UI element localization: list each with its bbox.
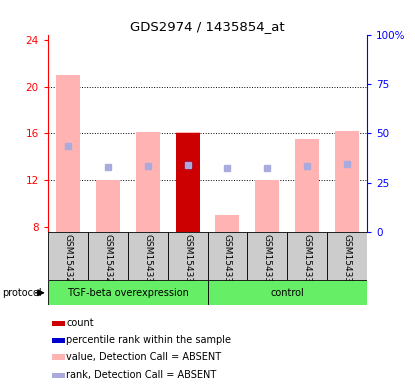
Bar xyxy=(176,132,200,133)
Bar xyxy=(287,232,327,280)
Text: GSM154328: GSM154328 xyxy=(63,234,72,288)
Bar xyxy=(215,215,239,232)
Text: count: count xyxy=(66,318,94,328)
Text: rank, Detection Call = ABSENT: rank, Detection Call = ABSENT xyxy=(66,370,216,380)
Bar xyxy=(48,280,208,305)
Text: GSM154330: GSM154330 xyxy=(143,234,152,289)
Bar xyxy=(52,373,65,378)
Bar xyxy=(168,232,208,280)
Text: GSM154329: GSM154329 xyxy=(103,234,112,288)
Text: GSM154333: GSM154333 xyxy=(263,234,272,289)
Bar xyxy=(247,232,287,280)
Bar xyxy=(327,232,367,280)
Bar xyxy=(48,232,88,280)
Bar xyxy=(56,75,80,232)
Text: GSM154334: GSM154334 xyxy=(303,234,312,288)
Bar xyxy=(52,338,65,343)
Bar xyxy=(256,180,279,232)
Text: GSM154335: GSM154335 xyxy=(343,234,352,289)
Bar xyxy=(88,232,128,280)
Bar xyxy=(295,139,320,232)
Bar xyxy=(335,131,359,232)
Text: value, Detection Call = ABSENT: value, Detection Call = ABSENT xyxy=(66,352,221,362)
Title: GDS2974 / 1435854_at: GDS2974 / 1435854_at xyxy=(130,20,285,33)
Bar xyxy=(128,232,168,280)
Bar xyxy=(95,180,120,232)
Text: protocol: protocol xyxy=(2,288,42,298)
Text: GSM154332: GSM154332 xyxy=(223,234,232,288)
Text: TGF-beta overexpression: TGF-beta overexpression xyxy=(67,288,188,298)
Bar xyxy=(136,132,159,232)
Bar xyxy=(208,232,247,280)
Bar xyxy=(208,280,367,305)
Bar xyxy=(176,133,200,232)
Bar xyxy=(52,321,65,326)
Text: percentile rank within the sample: percentile rank within the sample xyxy=(66,335,231,345)
Bar xyxy=(52,354,65,359)
Text: GSM154331: GSM154331 xyxy=(183,234,192,289)
Text: control: control xyxy=(271,288,304,298)
